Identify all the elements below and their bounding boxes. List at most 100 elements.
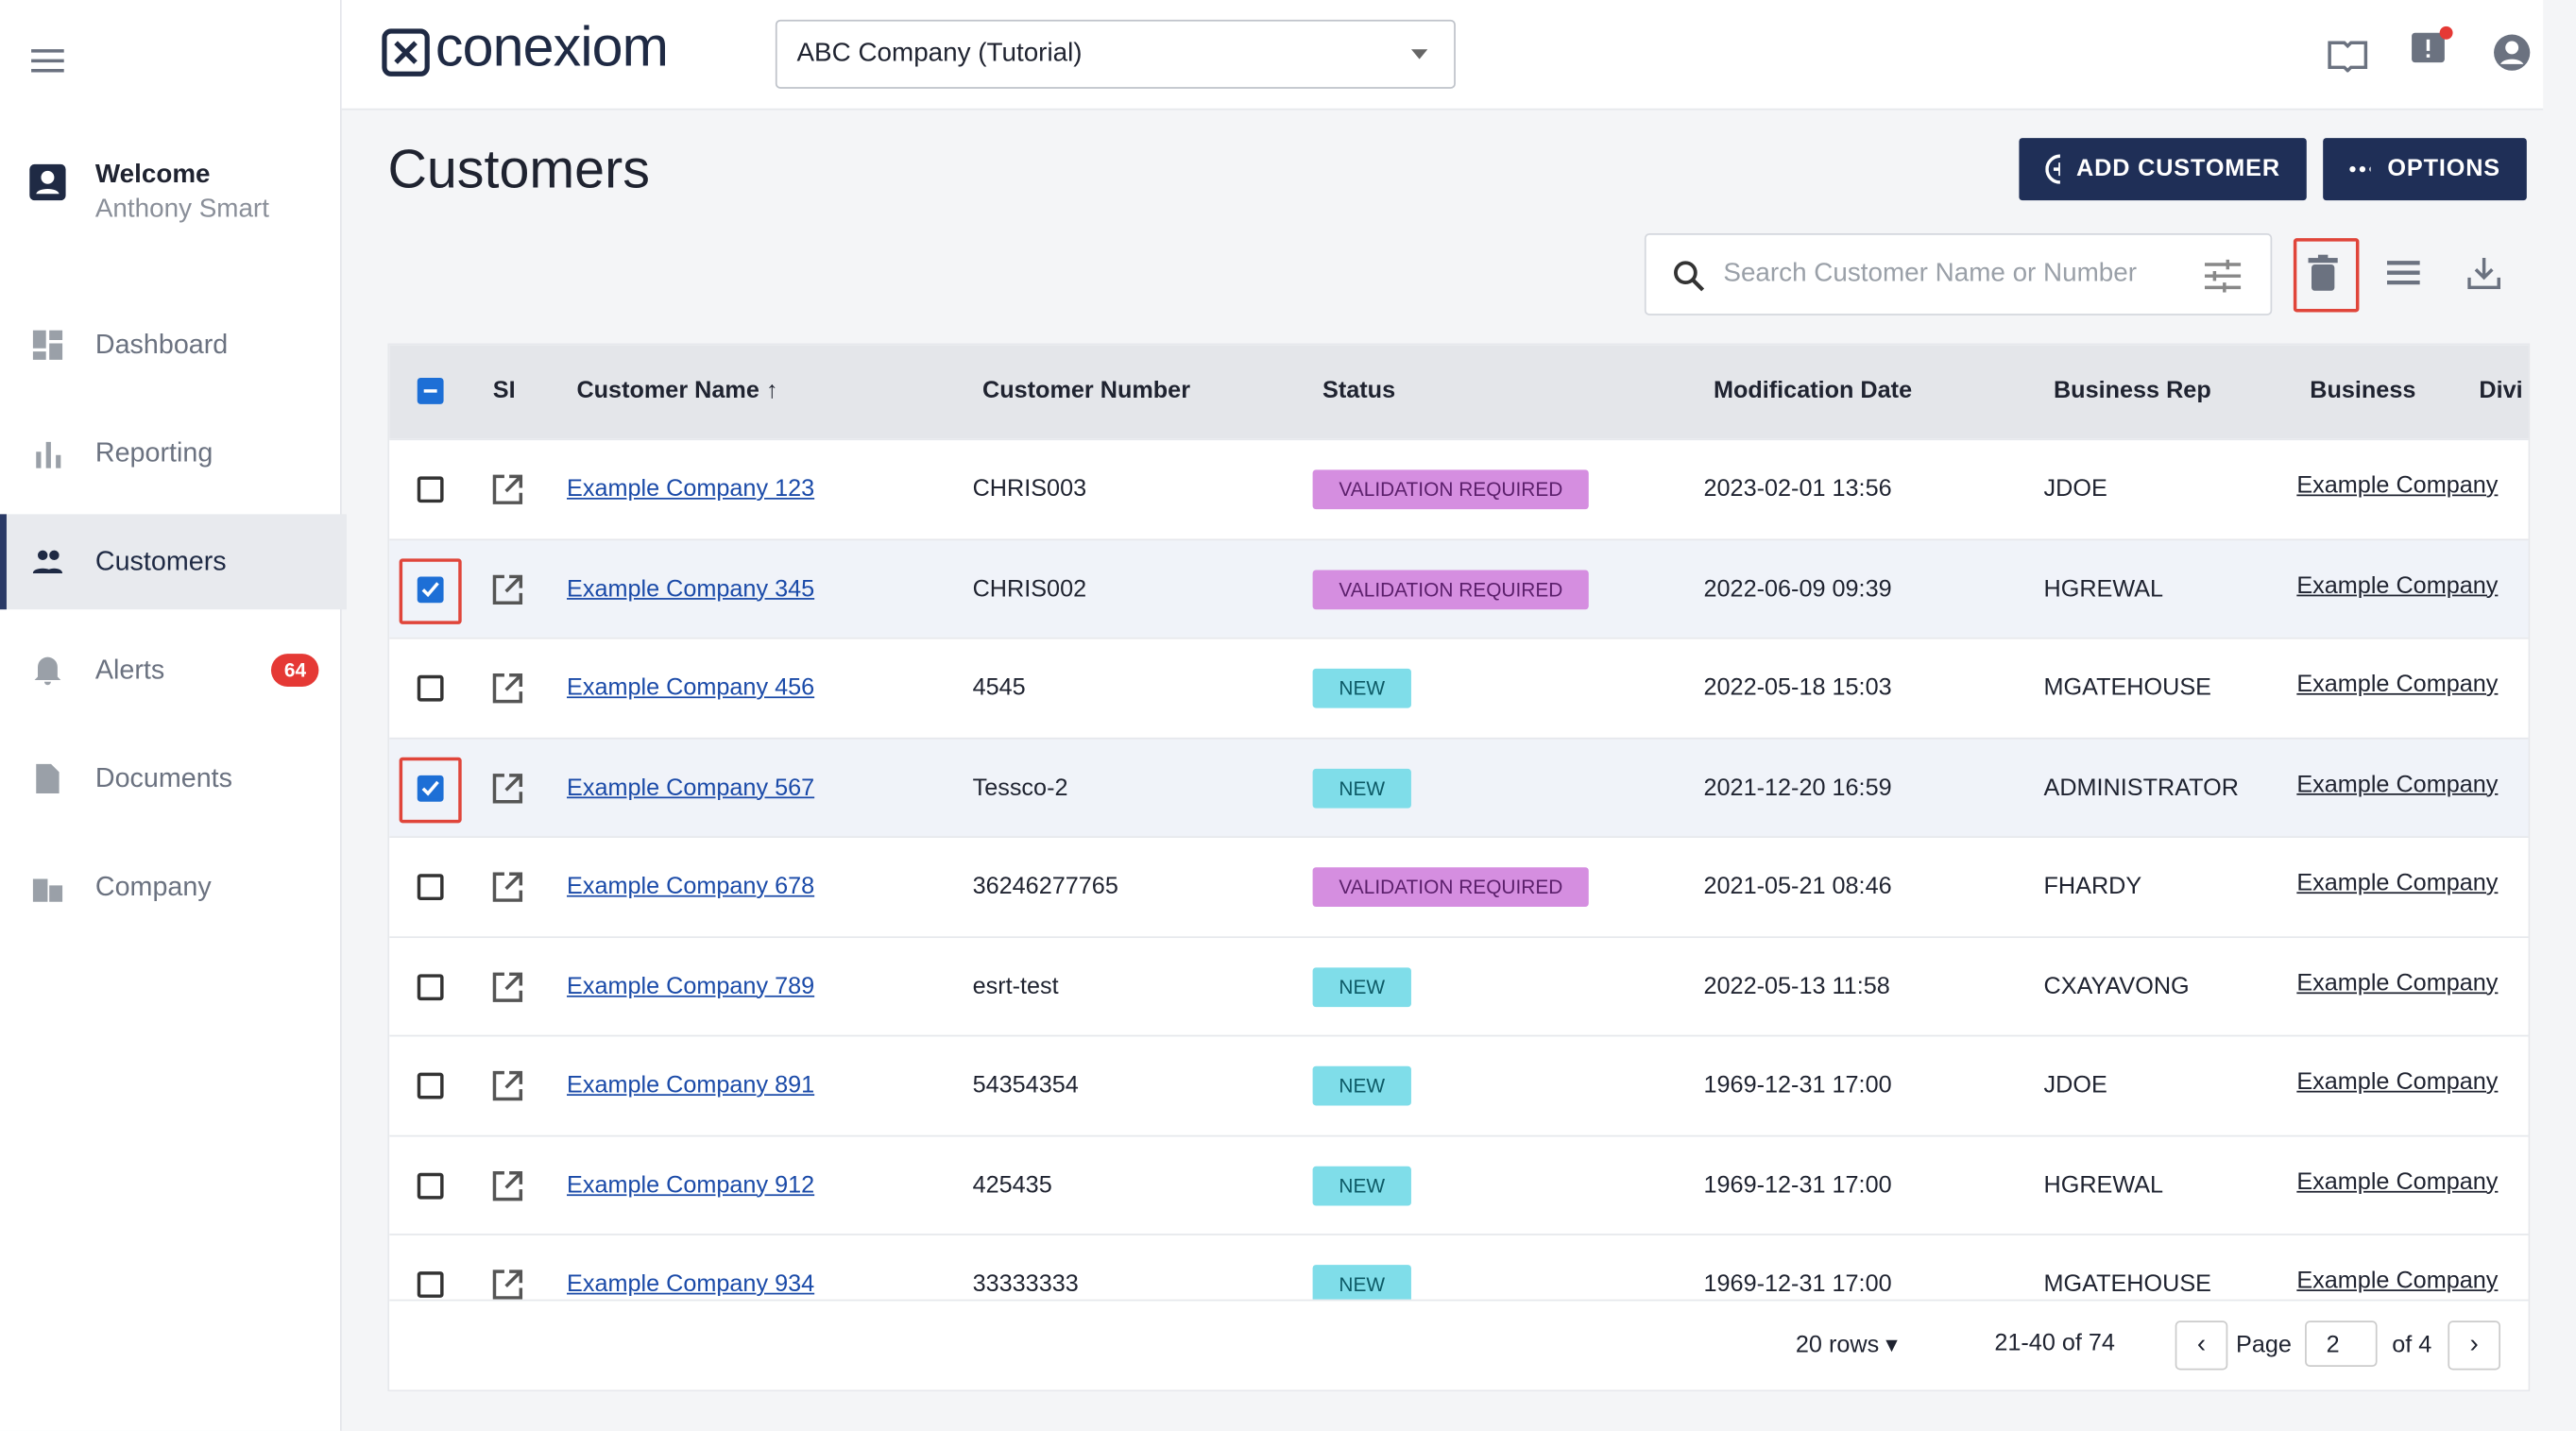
search-placeholder: Search Customer Name or Number xyxy=(1723,260,2137,289)
filter-icon[interactable] xyxy=(2205,260,2241,293)
nav-item[interactable]: Reporting xyxy=(0,406,340,502)
business-rep: HGREWAL xyxy=(2044,1172,2164,1199)
status-tag: NEW xyxy=(1313,1066,1411,1106)
table-row[interactable]: Example Company 567Tessco-2NEW2021-12-20… xyxy=(389,737,2528,837)
edit-link[interactable] xyxy=(491,572,524,605)
edit-link[interactable] xyxy=(491,871,524,904)
table-row[interactable]: Example Company 678 36246277765 VALIDATION… xyxy=(389,836,2528,936)
nav-item[interactable]: Company xyxy=(0,840,340,935)
edit-link[interactable] xyxy=(491,1168,524,1201)
column-header[interactable]: Divi xyxy=(2479,378,2522,404)
business-rep: JDOE xyxy=(2044,1073,2107,1099)
feedback-icon[interactable] xyxy=(2409,23,2458,72)
company-select[interactable]: ABC Company (Tutorial) xyxy=(776,20,1456,89)
table-row[interactable]: Example Company 123 CHRIS003 VALIDATION RE… xyxy=(389,438,2528,538)
options-button[interactable]: OPTIONS xyxy=(2323,138,2527,200)
edit-link[interactable] xyxy=(491,1069,524,1102)
status-tag: VALIDATION REQUIRED xyxy=(1313,867,1590,907)
select-all-checkbox[interactable] xyxy=(418,378,444,404)
columns-icon[interactable] xyxy=(2387,260,2420,286)
row-checkbox[interactable] xyxy=(418,973,444,999)
status-tag: NEW xyxy=(1313,966,1411,1006)
options-label: OPTIONS xyxy=(2387,156,2500,182)
download-icon[interactable] xyxy=(2467,256,2500,289)
modification-date: 2021-12-20 16:59 xyxy=(1704,775,1892,801)
nav-item[interactable]: Documents xyxy=(0,731,340,826)
customer-name[interactable]: Example Company 912 xyxy=(567,1172,814,1199)
table-row[interactable]: Example Company 4564545NEW2022-05-18 15:… xyxy=(389,638,2528,738)
customer-name[interactable]: Example Company 891 xyxy=(567,1073,814,1099)
nav-icon xyxy=(33,438,66,471)
page-input[interactable]: 2 xyxy=(2305,1320,2378,1367)
business[interactable]: Example Company xyxy=(2296,1168,2498,1195)
customer-name[interactable]: Example Company 123 xyxy=(567,476,814,503)
rows-per-page[interactable]: 20 rows ▾ xyxy=(1796,1332,1898,1358)
customer-number: esrt-test xyxy=(973,973,1059,999)
nav-item[interactable]: Alerts64 xyxy=(0,622,340,718)
edit-link[interactable] xyxy=(491,970,524,1003)
add-icon xyxy=(2045,154,2059,183)
table-row[interactable]: Example Company 89154354354NEW1969-12-31… xyxy=(389,1035,2528,1135)
edit-link[interactable] xyxy=(491,1269,524,1302)
row-checkbox[interactable] xyxy=(418,675,444,702)
more-icon xyxy=(2349,166,2371,173)
dropdown-arrow xyxy=(1411,49,1427,59)
business[interactable]: Example Company xyxy=(2296,871,2498,897)
customer-number: CHRIS003 xyxy=(973,476,1087,503)
next-page-button[interactable]: › xyxy=(2448,1320,2500,1370)
customer-name[interactable]: Example Company 789 xyxy=(567,973,814,999)
row-checkbox[interactable] xyxy=(418,1271,444,1298)
search-icon xyxy=(1672,260,1705,293)
table-row[interactable]: Example Company 789esrt-testNEW2022-05-1… xyxy=(389,935,2528,1035)
customer-name[interactable]: Example Company 456 xyxy=(567,675,814,702)
nav-label: Customers xyxy=(95,547,227,578)
row-checkbox[interactable] xyxy=(418,874,444,900)
customer-name[interactable]: Example Company 345 xyxy=(567,576,814,603)
row-checkbox[interactable] xyxy=(418,476,444,503)
menu-icon[interactable] xyxy=(31,47,64,74)
business[interactable]: Example Company xyxy=(2296,672,2498,698)
table-row[interactable]: Example Company 345CHRIS002VALIDATION RE… xyxy=(389,538,2528,639)
add-customer-button[interactable]: ADD CUSTOMER xyxy=(2019,138,2306,200)
column-header[interactable]: Status xyxy=(1322,378,1395,404)
business[interactable]: Example Company xyxy=(2296,1269,2498,1295)
status-tag: NEW xyxy=(1313,669,1411,708)
column-header[interactable]: Modification Date xyxy=(1714,378,1912,404)
edit-icon xyxy=(491,1069,524,1102)
column-header[interactable]: Customer Number xyxy=(982,378,1190,404)
nav-icon xyxy=(33,656,66,689)
help-book-icon[interactable] xyxy=(2327,36,2369,72)
edit-link[interactable] xyxy=(491,473,524,506)
column-header[interactable]: Customer Name ↑ xyxy=(576,378,777,404)
edit-icon xyxy=(491,970,524,1003)
sort-icon[interactable]: ↑ xyxy=(766,378,778,404)
nav-item[interactable]: Dashboard xyxy=(0,298,340,393)
row-checkbox[interactable] xyxy=(418,1172,444,1199)
account-icon[interactable] xyxy=(2492,33,2532,73)
prev-page-button[interactable]: ‹ xyxy=(2175,1320,2228,1370)
customer-number: 33333333 xyxy=(973,1271,1079,1298)
business[interactable]: Example Company xyxy=(2296,1069,2498,1096)
business[interactable]: Example Company xyxy=(2296,772,2498,798)
delete-icon[interactable] xyxy=(2309,255,2338,291)
status-tag: VALIDATION REQUIRED xyxy=(1313,469,1590,509)
business[interactable]: Example Company xyxy=(2296,473,2498,500)
business[interactable]: Example Company xyxy=(2296,970,2498,997)
search-box[interactable]: Search Customer Name or Number xyxy=(1645,233,2272,315)
row-checkbox[interactable] xyxy=(418,1073,444,1099)
customer-name[interactable]: Example Company 934 xyxy=(567,1271,814,1298)
modification-date: 1969-12-31 17:00 xyxy=(1704,1271,1892,1298)
edit-link[interactable] xyxy=(491,672,524,705)
business[interactable]: Example Company xyxy=(2296,572,2498,599)
customer-number: 54354354 xyxy=(973,1073,1079,1099)
column-header[interactable]: Business xyxy=(2310,378,2415,404)
page-count: of 4 xyxy=(2392,1332,2431,1358)
customer-number: 36246277765 xyxy=(973,874,1118,900)
column-header[interactable]: Business Rep xyxy=(2054,378,2211,404)
nav-item[interactable]: Customers xyxy=(0,514,347,609)
customer-name[interactable]: Example Company 567 xyxy=(567,775,814,801)
customer-name[interactable]: Example Company 678 xyxy=(567,874,814,900)
table-row[interactable]: Example Company 912425435NEW1969-12-31 1… xyxy=(389,1134,2528,1235)
edit-link[interactable] xyxy=(491,772,524,805)
edit-icon xyxy=(491,871,524,904)
